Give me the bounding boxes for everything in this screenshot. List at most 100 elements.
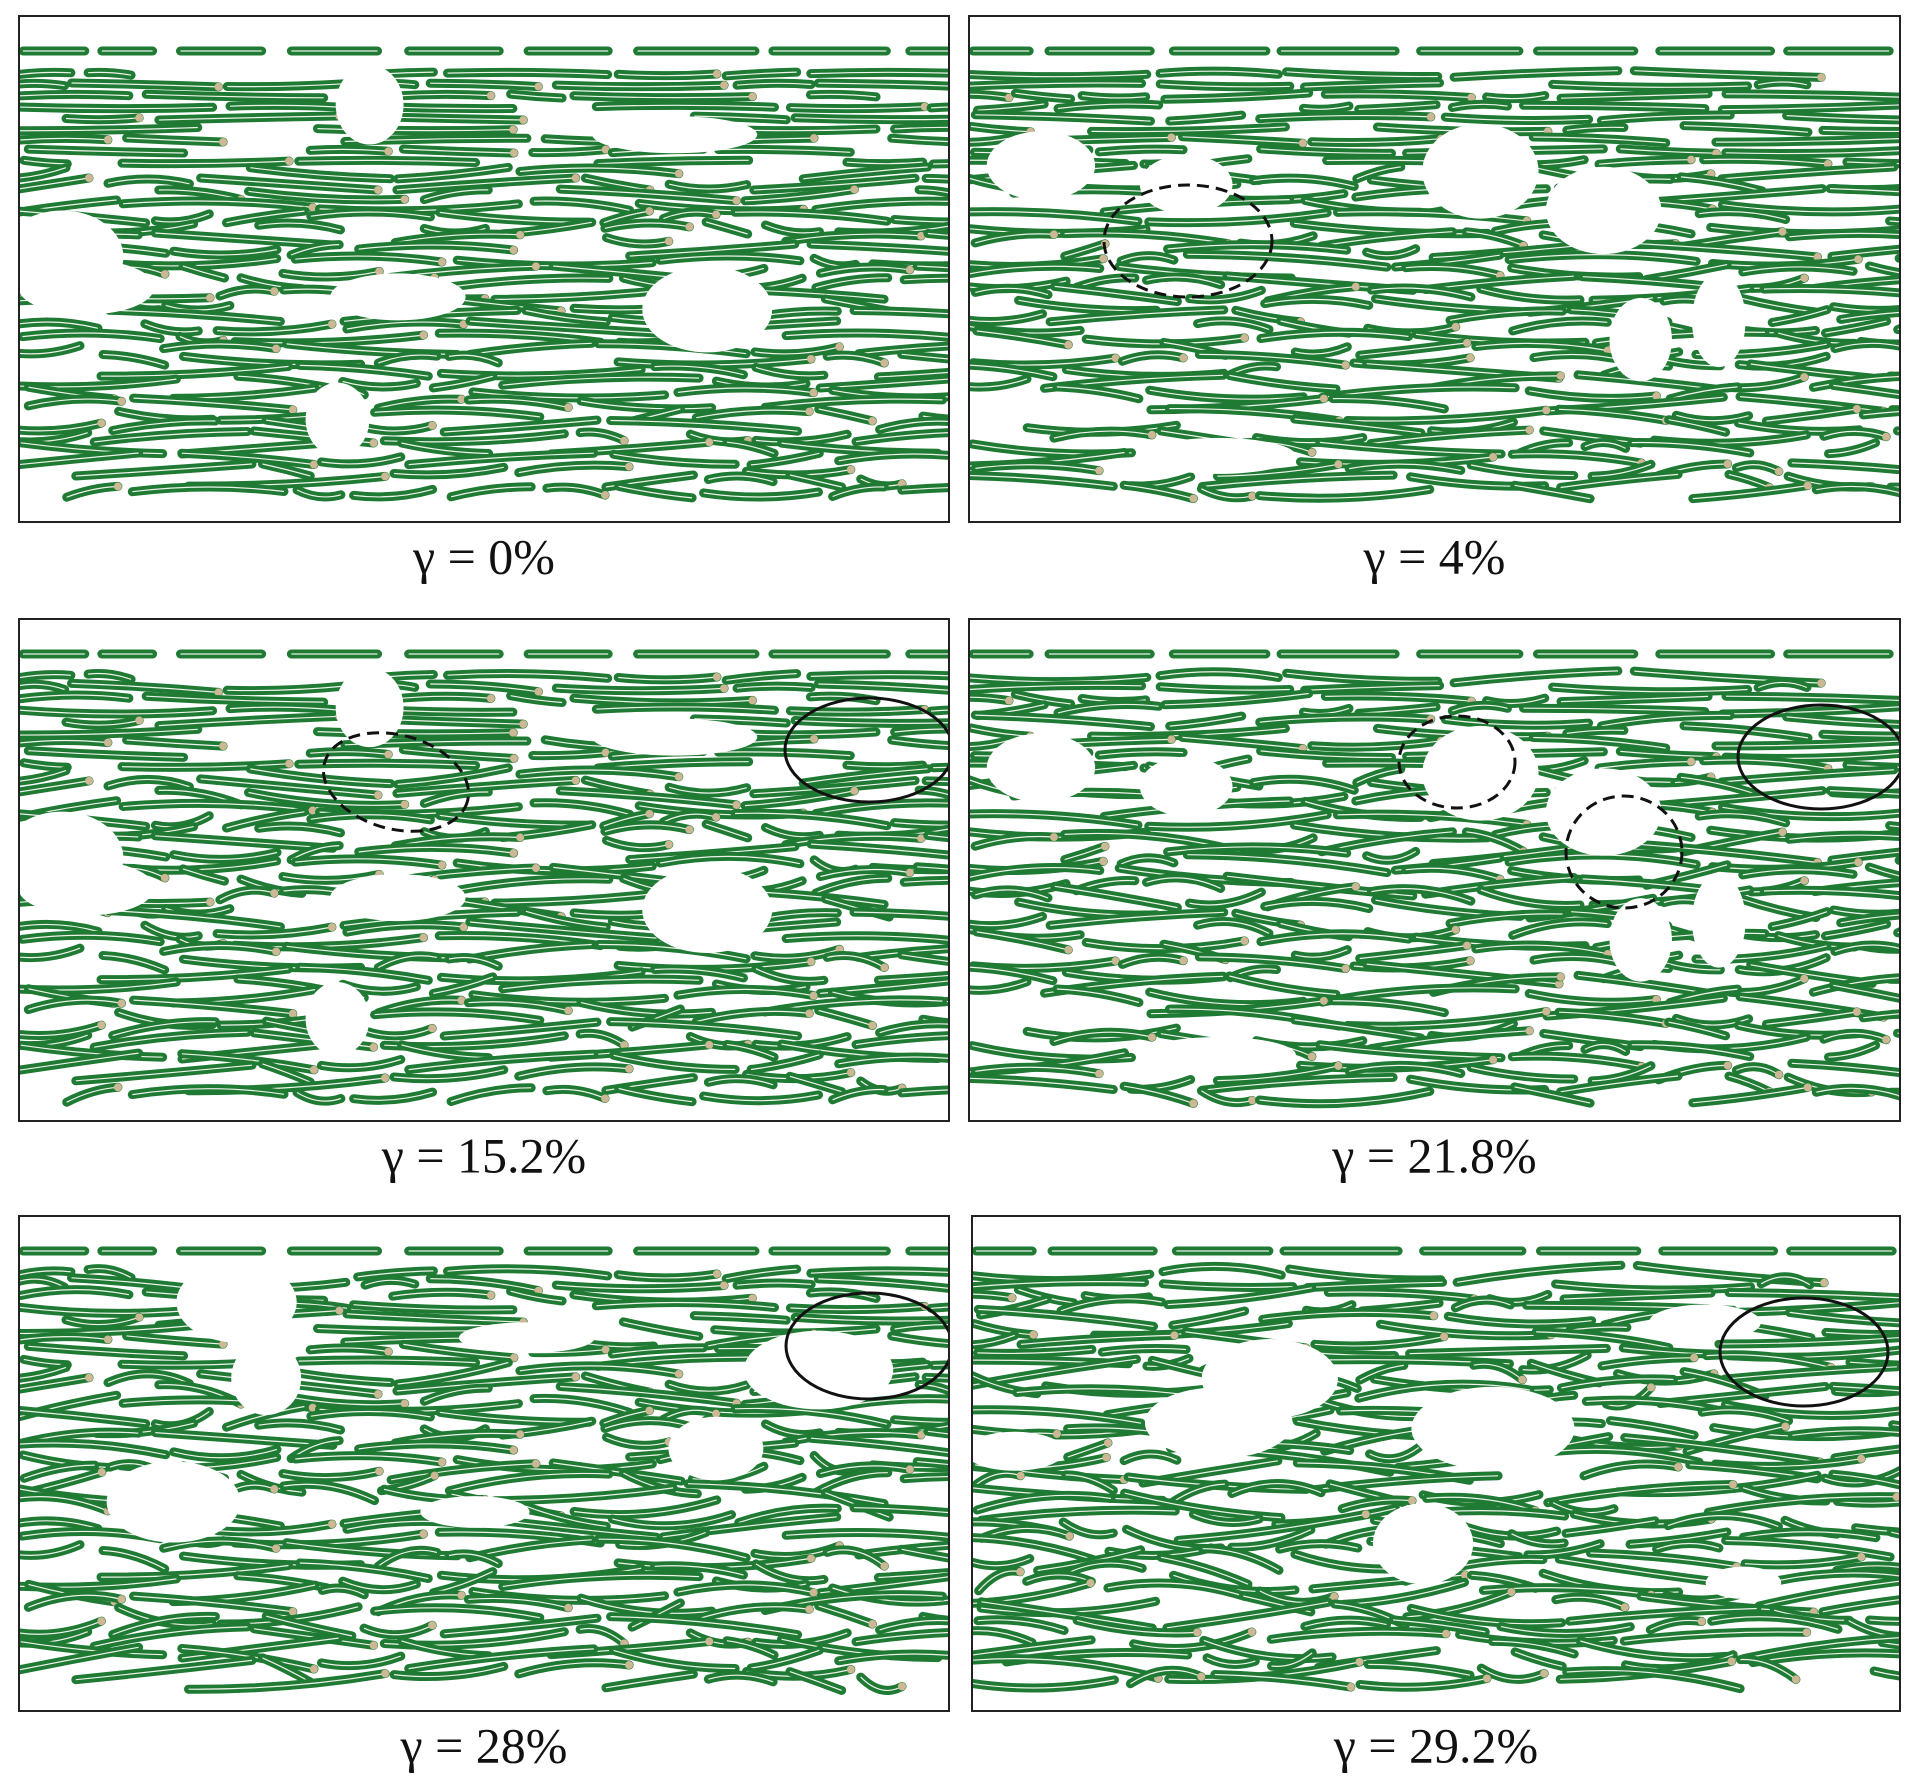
fiber-core (20, 739, 108, 744)
fiber-core (1371, 287, 1472, 298)
crosslink (1319, 996, 1328, 1005)
fiber-core (182, 265, 225, 279)
crosslink (1463, 941, 1472, 950)
fiber-core (525, 1505, 607, 1527)
fiber-core (818, 683, 949, 691)
crosslink (601, 491, 610, 500)
fiber (1528, 132, 1671, 148)
fiber-core (1899, 859, 1900, 861)
fiber-core (322, 1587, 365, 1596)
fiber-core (1523, 707, 1705, 713)
fiber-core (1123, 1453, 1178, 1462)
crosslink (1697, 1617, 1706, 1626)
fiber-core (858, 345, 949, 355)
crosslink (712, 1409, 721, 1418)
fiber-core (972, 1281, 1145, 1288)
fiber-core (248, 190, 405, 201)
fiber-core (158, 115, 340, 121)
fiber-core (173, 851, 278, 860)
fiber-core (969, 378, 1028, 388)
crosslink (1800, 974, 1809, 983)
void (1705, 1566, 1782, 1599)
fiber-core (1368, 1663, 1471, 1676)
fiber-core (1832, 1385, 1900, 1392)
crosslink (805, 1605, 814, 1614)
fiber-core (447, 672, 608, 679)
fiber-core (23, 1464, 95, 1479)
crosslink (1467, 93, 1476, 102)
crosslink (384, 750, 393, 759)
crosslink (1248, 492, 1257, 501)
void (743, 1330, 894, 1410)
fiber-core (19, 1442, 166, 1456)
fiber-core (1823, 1032, 1887, 1041)
fiber-core (919, 189, 949, 194)
crosslink (1330, 1592, 1339, 1601)
crosslink (571, 1372, 580, 1381)
crosslink (135, 716, 144, 725)
fiber-core (317, 128, 514, 132)
crosslink (1540, 1669, 1549, 1678)
fiber-core (525, 309, 607, 323)
fiber-core (696, 1606, 810, 1621)
fiber-core (1201, 1090, 1253, 1104)
fiber-core (815, 1472, 888, 1493)
fiber-core (441, 368, 642, 377)
fiber-core (596, 104, 775, 108)
snapshot-panel (19, 649, 949, 1107)
fiber-core (855, 1631, 949, 1643)
crosslink (732, 196, 741, 205)
fiber-core (1405, 265, 1501, 277)
crosslink (117, 397, 126, 406)
fiber (1787, 1058, 1900, 1078)
fiber-core (827, 954, 885, 969)
fiber-core (1264, 298, 1369, 306)
fiber-core (1475, 342, 1608, 352)
fiber-core (1148, 212, 1328, 224)
crosslink (288, 1607, 297, 1616)
solid-highlight (1718, 1296, 1890, 1408)
fiber-core (1286, 672, 1438, 682)
crosslink (1690, 1353, 1699, 1362)
fiber-core (227, 685, 346, 692)
fiber-core (19, 1324, 198, 1335)
fiber-core (1514, 1086, 1591, 1104)
fiber-core (815, 277, 888, 289)
crosslink (712, 69, 721, 78)
crosslink (1791, 1675, 1800, 1684)
fiber-core (969, 73, 1147, 78)
fiber (1508, 917, 1612, 940)
fiber (1828, 980, 1900, 1004)
fiber-core (1725, 149, 1900, 155)
fiber-core (753, 177, 916, 191)
fiber (446, 1083, 536, 1106)
fiber-core (894, 126, 949, 130)
fiber-core (726, 673, 797, 681)
crosslink (1909, 1405, 1917, 1413)
fiber-core (20, 1336, 108, 1341)
fiber-core (1514, 1651, 1563, 1667)
fiber-core (1332, 1000, 1445, 1014)
fiber-core (1840, 311, 1900, 320)
fiber-core (107, 778, 190, 788)
crosslink (1817, 679, 1826, 688)
fiber (970, 710, 1155, 732)
void (330, 273, 466, 321)
crosslink (674, 1369, 683, 1378)
fiber-core (342, 380, 417, 388)
crosslink (1482, 1674, 1491, 1683)
fiber-core (790, 1305, 925, 1311)
fiber-core (820, 378, 949, 389)
fiber (168, 383, 320, 403)
fiber-core (1342, 1499, 1413, 1510)
crosslink (272, 344, 281, 353)
fiber-core (1307, 1281, 1443, 1289)
fiber-core (310, 211, 431, 218)
crosslink (809, 734, 818, 743)
fiber-core (596, 1301, 775, 1309)
void (986, 131, 1096, 201)
void (1201, 1339, 1338, 1419)
fiber-core (22, 934, 161, 943)
fiber-core (123, 802, 313, 812)
fiber-core (1897, 328, 1900, 331)
